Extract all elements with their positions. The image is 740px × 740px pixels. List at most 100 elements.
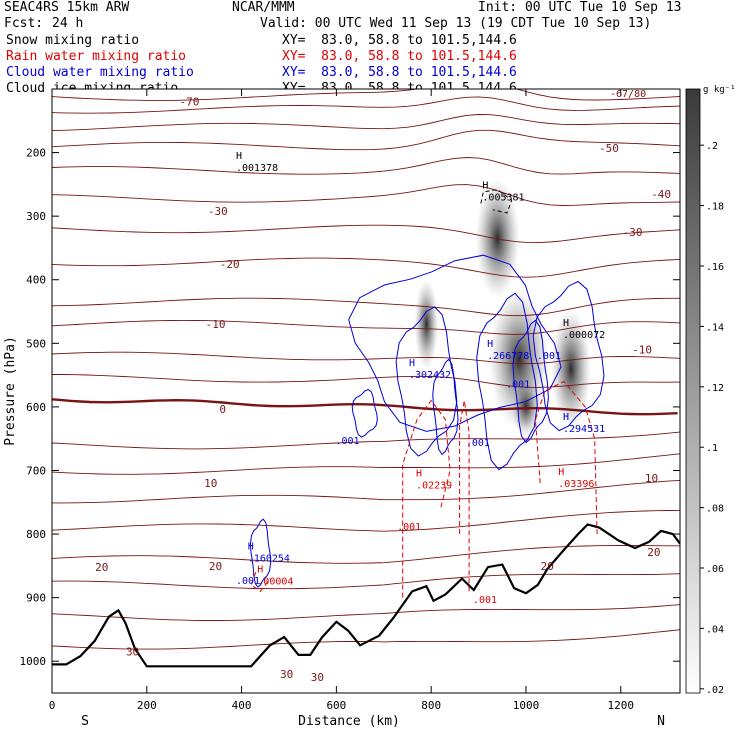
temperature-contour-label: -30 [623,226,643,239]
temperature-contour-label: -40 [651,188,671,201]
temperature-contour-label: 20 [647,546,660,559]
temperature-isoline [52,374,680,388]
maximum-marker: H [416,468,422,479]
maximum-marker: H [248,542,254,553]
field-xy-rain: XY= 83.0, 58.8 to 101.5,144.6 [282,49,517,64]
colorbar-tick-label: .2 [706,141,718,152]
maximum-value-label: .001 [236,576,260,587]
temperature-isoline [52,157,680,175]
temperature-contours [52,89,680,650]
rain-water-contour [459,400,470,592]
temperature-isoline [52,431,680,450]
temperature-contour-label: 0 [219,403,226,416]
colorbar-tick-label: .1 [706,443,718,454]
y-tick-label: 600 [26,401,46,414]
temperature-contour-label: 30 [126,646,139,659]
south-label: S [81,714,89,729]
rain-water-contour [402,399,451,598]
organization: NCAR/MMM [232,0,295,15]
cloud-water-contour [532,280,605,432]
colorbar-tick-label: .02 [706,685,724,696]
maximum-marker: H [487,339,493,350]
temperature-contour-label: 20 [95,561,108,574]
x-tick-label: 600 [326,699,346,712]
maximum-value-label: .266778 [487,351,529,362]
cloud-water-contours [249,254,605,588]
temperature-contour-label: -10 [206,318,226,331]
rain-water-contour [250,572,271,592]
x-axis-label: Distance (km) [298,714,400,729]
cloud-water-contour [432,358,459,456]
temperature-contour-label: 20 [209,560,222,573]
cloud-water-contour [348,254,562,432]
temperature-contour-label: -70 [180,96,200,109]
x-axis-ticks: 0 200 400 600 800 1000 1200 [49,89,634,712]
x-tick-label: 1000 [513,699,540,712]
temperature-isoline [52,545,680,564]
cloud-water-contour [512,319,549,444]
colorbar-ticks: .2 .18 .16 .14 .12 .1 .08 .06 .04 .02 [700,141,724,696]
colorbar [685,88,701,694]
temperature-isoline [52,509,680,532]
maximum-value-label: .160254 [248,554,290,565]
colorbar-tick-label: .18 [706,202,724,213]
y-tick-label: 800 [26,528,46,541]
maximum-value-label: .00004 [257,576,293,587]
field-name-cloud-water: Cloud water mixing ratio [6,65,194,80]
maximum-value-label: .02239 [416,480,452,491]
temperature-isoline [52,224,680,244]
maximum-value-label: .001 [537,351,561,362]
rain-water-contour [534,380,598,535]
x-tick-label: 400 [232,699,252,712]
maximum-value-label: .000072 [563,330,605,341]
temperature-contour-label: -10 [632,344,652,357]
temperature-contour-label: -50 [599,142,619,155]
model-name: SEAC4RS 15km ARW [4,0,130,15]
maximum-value-label: .001 [335,436,359,447]
maximum-value-label: .03396 [558,479,594,490]
maximum-value-label: .001378 [236,163,278,174]
colorbar-tick-label: .14 [706,322,724,333]
terrain-line [52,523,680,668]
valid-time: Valid: 00 UTC Wed 11 Sep 13 (19 CDT Tue … [260,16,652,31]
freezing-level-contour [52,398,678,416]
temperature-isoline [52,129,680,151]
zero-degree-isoline [52,398,678,416]
shading-blob [414,279,439,370]
y-tick-label: 200 [26,147,46,160]
forecast-hours: 24 h [52,16,84,31]
maximum-marker: H [257,564,263,575]
field-xy-snow: XY= 83.0, 58.8 to 101.5,144.6 [282,33,517,48]
y-axis-label: Pressure (hPa) [3,336,18,446]
temperature-isoline [52,479,680,504]
temperature-contour-label: 10 [645,472,658,485]
temperature-isoline [52,89,680,101]
y-tick-label: 900 [26,592,46,605]
temperature-contour-label: 30 [280,668,293,681]
theta-label: -67/80 [610,89,646,100]
rain-water-contours [250,380,598,598]
north-label: N [657,714,665,729]
terrain-profile [52,523,680,668]
shading-blob [550,308,591,429]
y-tick-label: 300 [26,210,46,223]
temperature-contour-label: 10 [204,477,217,490]
field-name-snow: Snow mixing ratio [6,33,140,48]
y-tick-label: 400 [26,274,46,287]
temperature-isoline [52,573,680,590]
maximum-value-label: .001 [473,595,497,606]
temperature-isoline [52,453,680,475]
maximum-value-label: .001 [397,522,421,533]
snow-contours [480,188,513,214]
temperature-isoline [52,604,680,621]
temperature-isoline [52,184,680,206]
maximum-value-label: .005381 [482,192,524,203]
cloud-water-contour [476,292,538,471]
temperature-isoline [52,114,680,132]
maximum-marker: H [558,467,564,478]
temperature-isoline [52,319,680,335]
y-tick-label: 500 [26,337,46,350]
temperature-contour-label: 20 [541,560,554,573]
colorbar-tick-label: .12 [706,383,724,394]
